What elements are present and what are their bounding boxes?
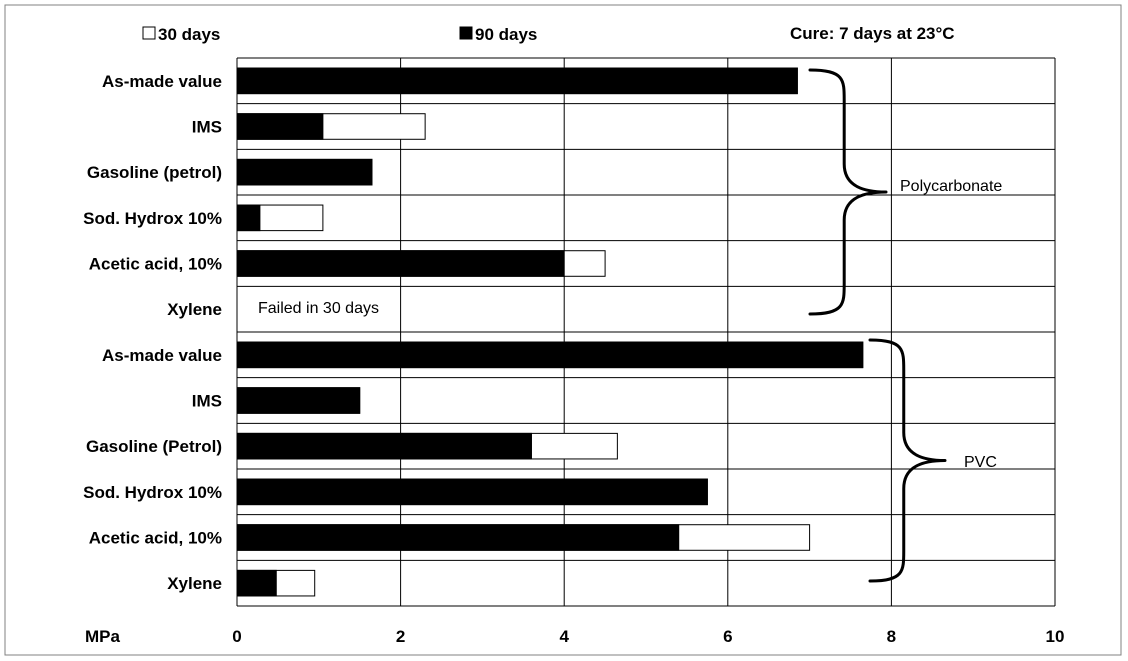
category-label: As-made value: [102, 346, 222, 365]
bar-90-days: [236, 113, 324, 140]
x-tick-label: 10: [1046, 627, 1065, 646]
x-tick-labels: 0 2 4 6 8 10: [232, 627, 1064, 646]
category-label: Xylene: [167, 300, 222, 319]
bar-90-days: [236, 341, 864, 369]
bar-90-days: [236, 478, 708, 506]
bar-90-days: [236, 569, 277, 597]
category-label: Acetic acid, 10%: [89, 255, 222, 274]
category-label: IMS: [192, 118, 222, 137]
braces: [808, 68, 947, 583]
bar-90-days: [236, 67, 798, 95]
bar-90-days: [236, 432, 532, 460]
category-label: Gasoline (Petrol): [86, 437, 222, 456]
legend: 30 days 90 days: [142, 25, 537, 44]
category-label: Sod. Hydrox 10%: [83, 483, 222, 502]
group-label-pvc: PVC: [964, 454, 997, 471]
category-label: Sod. Hydrox 10%: [83, 209, 222, 228]
bar-90-days: [236, 158, 373, 186]
legend-swatch-90-days: [459, 26, 473, 40]
category-label: Acetic acid, 10%: [89, 529, 222, 548]
brace-pvc: [868, 338, 947, 583]
category-labels: As-made value IMS Gasoline (petrol) Sod. Hy…: [83, 72, 222, 593]
x-tick-label: 8: [887, 627, 896, 646]
legend-swatch-30-days: [142, 26, 156, 40]
bar-90-days: [236, 250, 565, 277]
legend-label-30-days: 30 days: [158, 25, 220, 44]
bar-90-days: [236, 387, 361, 414]
group-label-polycarbonate: Polycarbonate: [900, 178, 1002, 195]
failed-annotation: Failed in 30 days: [258, 300, 379, 317]
chart-frame: [4, 4, 1122, 656]
cure-annotation: Cure: 7 days at 23°C: [790, 24, 955, 43]
brace-polycarbonate: [808, 68, 888, 316]
x-axis-label: MPa: [85, 627, 121, 646]
gridlines: [236, 57, 1056, 607]
category-label: Xylene: [167, 574, 222, 593]
category-label: IMS: [192, 392, 222, 411]
x-tick-label: 6: [723, 627, 732, 646]
bar-90-days: [236, 204, 261, 232]
bars: [236, 67, 864, 597]
bar-90-days: [236, 524, 680, 551]
category-label: Gasoline (petrol): [87, 163, 222, 182]
category-label: As-made value: [102, 72, 222, 91]
x-tick-label: 4: [559, 627, 569, 646]
x-tick-label: 2: [396, 627, 405, 646]
x-tick-label: 0: [232, 627, 241, 646]
legend-label-90-days: 90 days: [475, 25, 537, 44]
